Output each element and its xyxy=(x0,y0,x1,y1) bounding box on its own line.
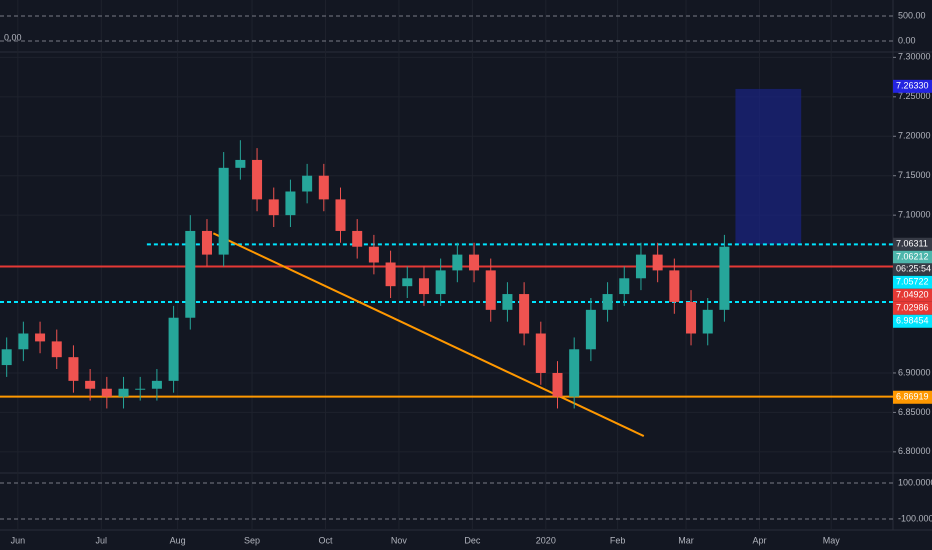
candle-body xyxy=(51,341,62,358)
price-tag xyxy=(893,390,932,404)
countdown: 06:25:54 xyxy=(896,264,931,274)
x-tick-label: 2020 xyxy=(536,535,556,545)
candle-body xyxy=(502,294,513,310)
candle-body xyxy=(201,230,212,255)
y-tick-label: 7.20000 xyxy=(898,131,931,141)
price-tag-label: 7.02986 xyxy=(896,303,929,313)
candle-body xyxy=(702,309,713,334)
price-tag-label: 7.05722 xyxy=(896,277,929,287)
countdown-tag xyxy=(893,263,932,276)
x-tick-label: May xyxy=(823,535,841,545)
y-tick-label: 100.00000 xyxy=(898,477,932,487)
price-tag-label: 6.86919 xyxy=(896,392,929,402)
y-tick-label: 7.10000 xyxy=(898,210,931,220)
candle-body xyxy=(552,372,563,397)
position-box xyxy=(735,88,802,245)
y-tick-label: 7.30000 xyxy=(898,52,931,62)
y-tick-label: 6.80000 xyxy=(898,446,931,456)
candle-body xyxy=(352,230,363,247)
candle-body xyxy=(535,333,546,373)
candle-body xyxy=(135,388,146,390)
candle-body xyxy=(1,349,12,366)
candle-body xyxy=(101,388,112,397)
price-tag xyxy=(893,288,932,302)
x-tick-label: Apr xyxy=(752,535,766,545)
candle-body xyxy=(18,333,29,350)
candle-body xyxy=(252,159,263,200)
candle-body xyxy=(285,191,296,216)
price-tag-label: 7.06311 xyxy=(896,239,928,249)
x-tick-label: Dec xyxy=(464,535,481,545)
price-tag xyxy=(893,301,932,315)
price-tag-label: 7.26330 xyxy=(896,81,929,91)
candle-body xyxy=(719,246,730,310)
price-tag xyxy=(893,250,932,264)
x-tick-label: Aug xyxy=(170,535,186,545)
price-tag-label: 6.98454 xyxy=(896,316,929,326)
trendline xyxy=(212,232,645,437)
x-tick-label: Sep xyxy=(244,535,260,545)
y-tick-label: 6.85000 xyxy=(898,407,931,417)
candle-body xyxy=(519,294,530,334)
y-tick-label: 0.00 xyxy=(898,35,916,45)
candle-body xyxy=(118,388,129,397)
price-tag-label: 7.06212 xyxy=(896,252,929,262)
candle-body xyxy=(569,349,580,397)
candle-body xyxy=(68,357,79,381)
candle-body xyxy=(652,254,663,271)
candle-body xyxy=(185,230,196,318)
candle-body xyxy=(619,278,630,295)
price-tag-label: 7.04920 xyxy=(896,290,929,300)
candle-body xyxy=(235,159,246,168)
price-tag xyxy=(893,314,932,328)
candle-body xyxy=(35,333,46,342)
y-tick-label: 7.25000 xyxy=(898,91,931,101)
candle-body xyxy=(268,199,279,216)
candle-body xyxy=(469,254,480,271)
price-tag xyxy=(893,79,932,93)
candle-body xyxy=(402,278,413,287)
x-tick-label: Jun xyxy=(11,535,26,545)
x-tick-label: Nov xyxy=(391,535,408,545)
x-tick-label: Oct xyxy=(318,535,333,545)
candle-body xyxy=(335,199,346,231)
candle-body xyxy=(585,309,596,350)
candle-body xyxy=(85,380,96,389)
candle-body xyxy=(452,254,463,271)
x-tick-label: Feb xyxy=(610,535,626,545)
candle-body xyxy=(602,294,613,310)
y-tick-label: 7.15000 xyxy=(898,170,931,180)
candle-body xyxy=(418,278,429,295)
candle-body xyxy=(318,175,329,200)
candle-body xyxy=(151,380,162,389)
candle-body xyxy=(435,270,446,295)
candle-body xyxy=(635,254,646,279)
panel-value: 0.00 xyxy=(4,32,22,42)
y-tick-label: -100.00000 xyxy=(898,513,932,523)
y-tick-label: 500.00 xyxy=(898,10,926,20)
price-tag xyxy=(893,237,932,251)
x-tick-label: Jul xyxy=(96,535,108,545)
candle-body xyxy=(302,175,313,192)
candle-body xyxy=(368,246,379,263)
candle-body xyxy=(686,301,697,334)
candle-body xyxy=(385,262,396,287)
candle-body xyxy=(218,167,229,255)
price-tag xyxy=(893,275,932,289)
candle-body xyxy=(485,270,496,310)
x-tick-label: Mar xyxy=(678,535,694,545)
y-tick-label: 6.90000 xyxy=(898,367,931,377)
candle-body xyxy=(669,270,680,302)
candle-body xyxy=(168,317,179,381)
